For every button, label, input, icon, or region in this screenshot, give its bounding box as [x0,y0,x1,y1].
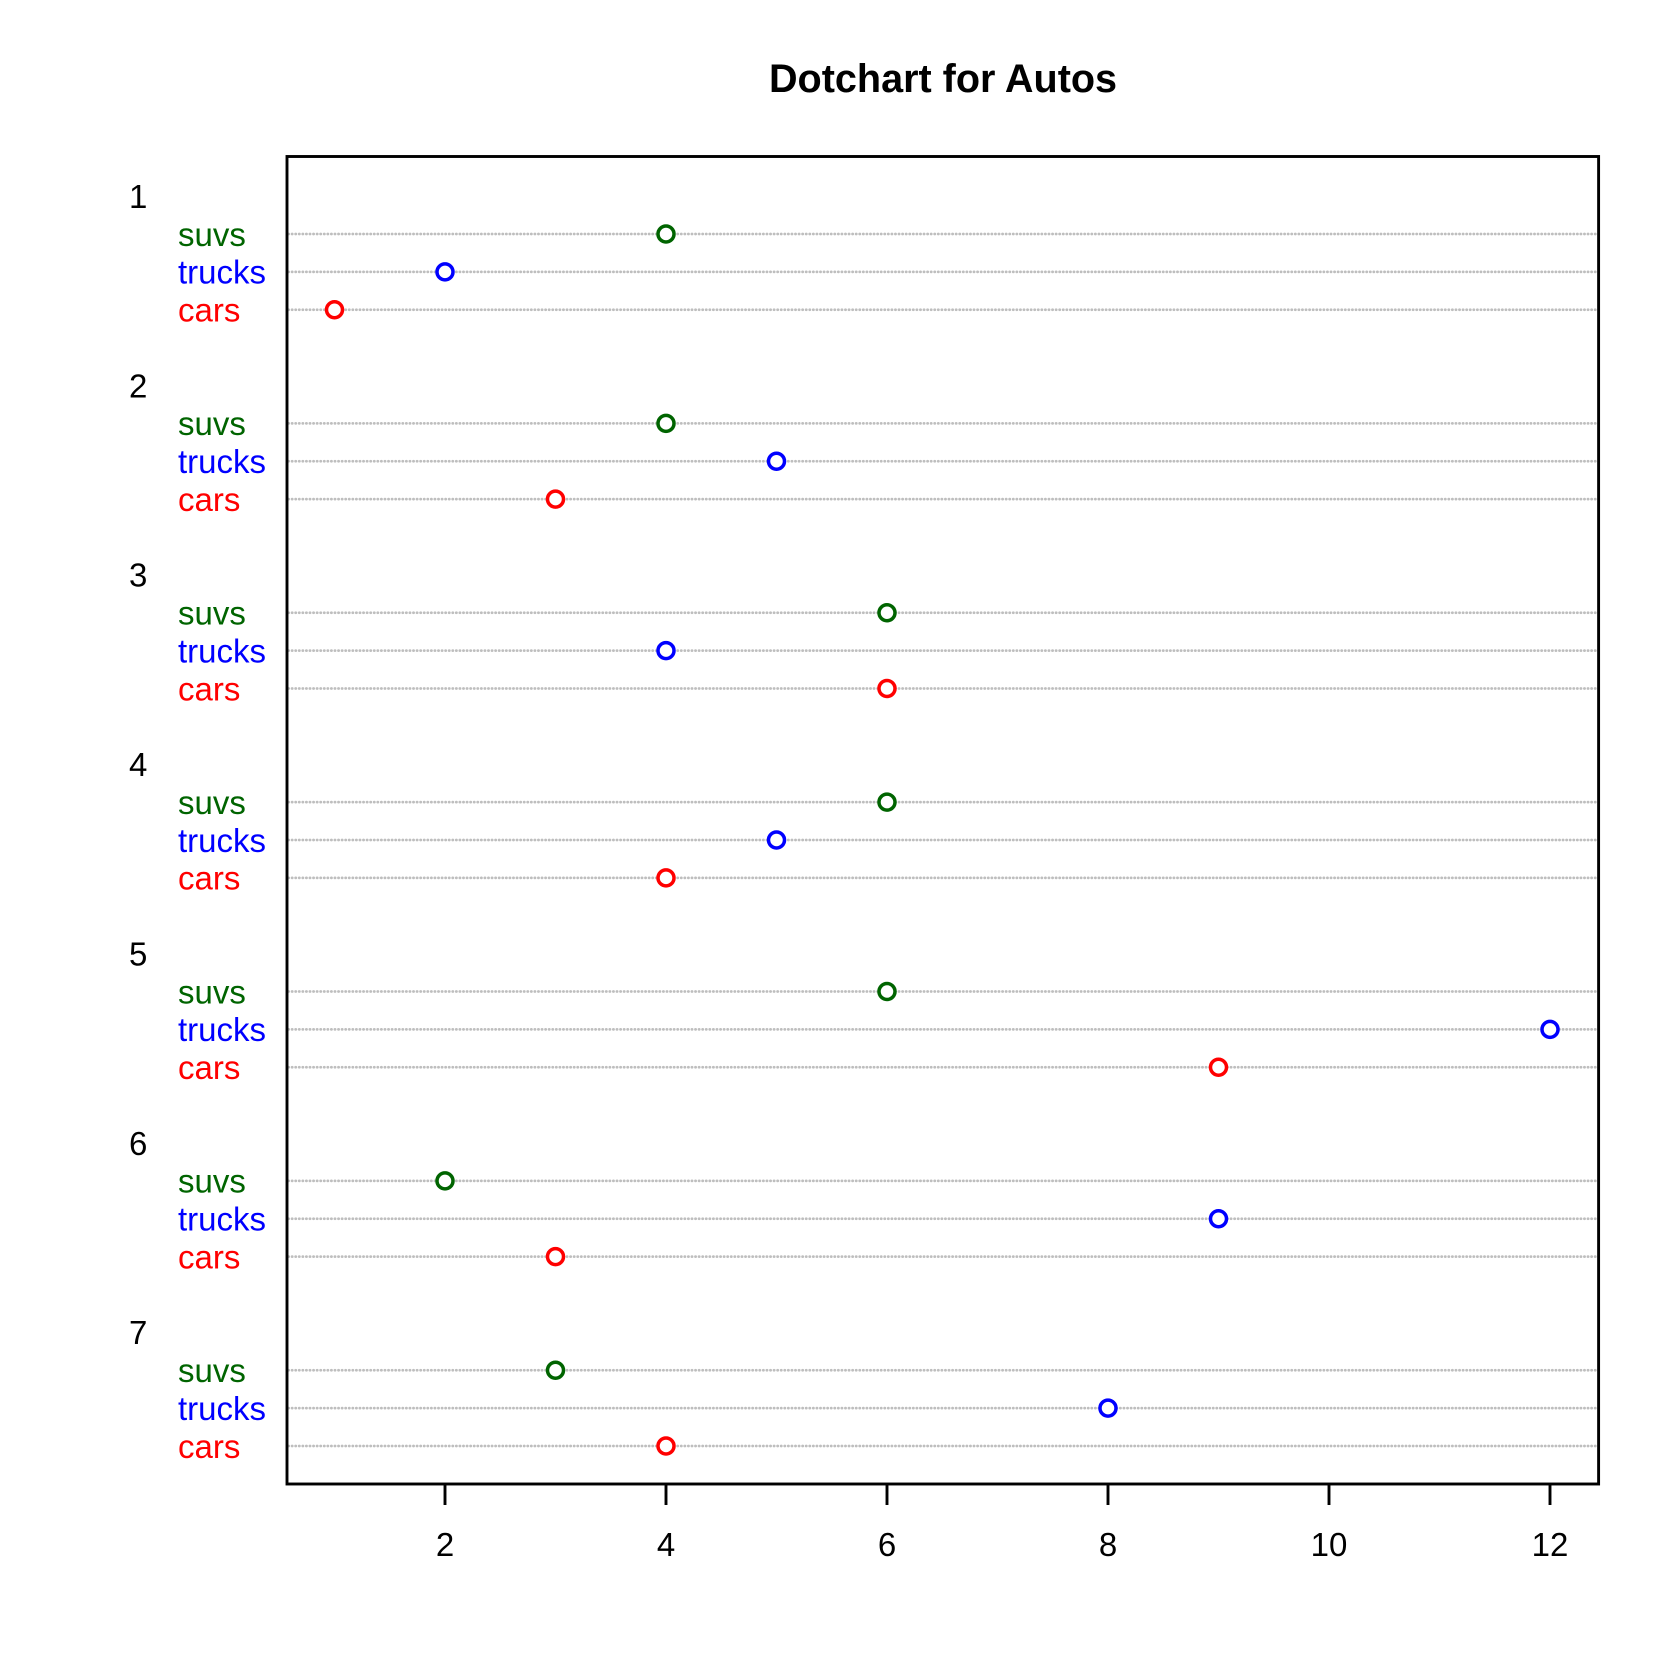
svg-text:cars: cars [178,860,240,897]
svg-text:12: 12 [1532,1526,1569,1563]
svg-text:6: 6 [878,1526,896,1563]
svg-text:trucks: trucks [178,254,266,291]
svg-text:4: 4 [657,1526,675,1563]
svg-text:7: 7 [129,1314,147,1351]
svg-text:cars: cars [178,1238,240,1275]
svg-text:suvs: suvs [178,216,246,253]
svg-text:cars: cars [178,1049,240,1086]
svg-text:trucks: trucks [178,1011,266,1048]
svg-text:suvs: suvs [178,405,246,442]
svg-text:5: 5 [129,935,147,972]
svg-text:cars: cars [178,670,240,707]
svg-text:3: 3 [129,557,147,594]
svg-text:8: 8 [1099,1526,1117,1563]
svg-text:suvs: suvs [178,784,246,821]
svg-text:suvs: suvs [178,973,246,1010]
svg-text:trucks: trucks [178,1390,266,1427]
svg-text:trucks: trucks [178,822,266,859]
svg-text:trucks: trucks [178,1201,266,1238]
svg-text:10: 10 [1311,1526,1348,1563]
svg-text:4: 4 [129,746,147,783]
svg-text:cars: cars [178,481,240,518]
svg-text:Dotchart for Autos: Dotchart for Autos [769,57,1117,101]
svg-text:suvs: suvs [178,1163,246,1200]
svg-text:2: 2 [129,367,147,404]
svg-text:6: 6 [129,1125,147,1162]
svg-text:suvs: suvs [178,1352,246,1389]
svg-text:cars: cars [178,1428,240,1465]
svg-text:suvs: suvs [178,595,246,632]
svg-text:trucks: trucks [178,443,266,480]
svg-text:1: 1 [129,178,147,215]
svg-text:trucks: trucks [178,632,266,669]
svg-text:cars: cars [178,292,240,329]
svg-text:2: 2 [436,1526,454,1563]
